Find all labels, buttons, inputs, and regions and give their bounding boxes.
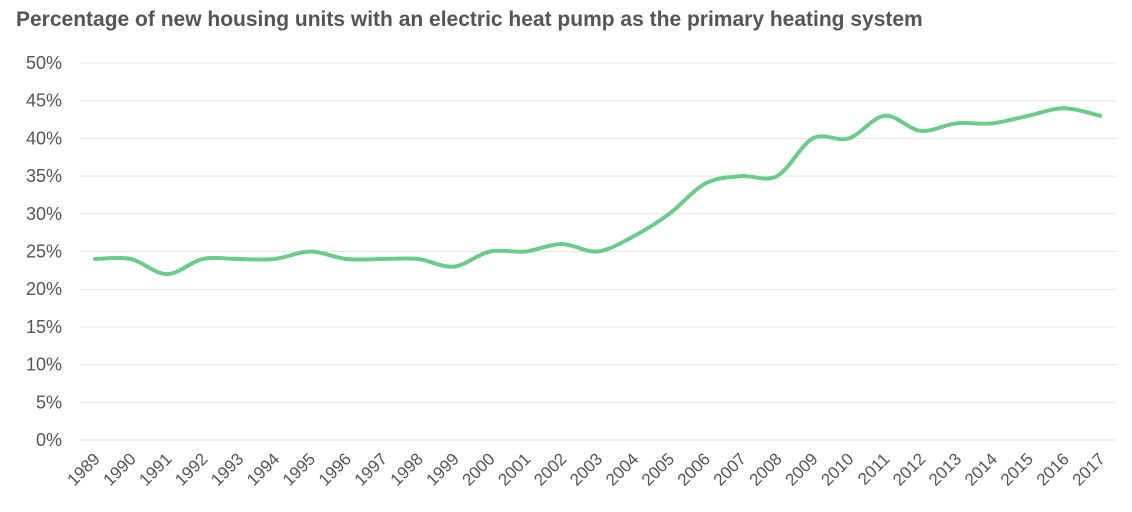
y-tick-label: 10% [26,355,62,375]
data-point [128,257,133,262]
data-point [739,174,744,179]
x-tick-label: 1996 [315,449,355,489]
x-tick-label: 1994 [243,449,283,489]
y-tick-label: 5% [36,392,62,412]
y-tick-label: 20% [26,279,62,299]
data-point [200,257,205,262]
data-point [1026,113,1031,118]
data-point [1062,106,1067,111]
y-tick-label: 45% [26,91,62,111]
data-point [918,128,923,133]
y-tick-label: 50% [26,53,62,73]
series-layer [93,106,1102,277]
data-point [703,181,708,186]
data-point [774,174,779,179]
x-tick-label: 1989 [64,449,104,489]
x-tick-label: 2013 [925,449,965,489]
data-point [380,257,385,262]
data-point [487,249,492,254]
x-tick-label: 1999 [423,449,463,489]
gridlines [80,62,1116,441]
y-tick-label: 0% [36,430,62,450]
data-point [559,241,564,246]
data-point [451,264,456,269]
x-tick-label: 1990 [100,449,140,489]
x-tick-label: 1992 [171,449,211,489]
x-tick-label: 1993 [207,449,247,489]
x-tick-label: 1998 [387,449,427,489]
x-tick-label: 2000 [458,449,498,489]
x-tick-label: 2017 [1069,449,1109,489]
data-point [344,257,349,262]
y-tick-label: 40% [26,128,62,148]
x-tick-label: 2006 [674,449,714,489]
x-tick-label: 2005 [638,449,678,489]
x-tick-label: 2012 [889,449,929,489]
data-point [595,249,600,254]
data-point [236,257,241,262]
data-point [667,211,672,216]
x-tick-label: 2009 [782,449,822,489]
x-tick-label: 2014 [961,449,1001,489]
y-tick-label: 30% [26,204,62,224]
data-point [846,136,851,141]
x-tick-label: 2011 [854,449,893,488]
x-tick-label: 2004 [602,449,642,489]
x-tick-label: 2016 [1033,449,1073,489]
y-tick-label: 35% [26,166,62,186]
x-axis-ticks: 1989199019911992199319941995199619971998… [64,449,1109,489]
x-tick-label: 1995 [279,449,319,489]
x-tick-label: 2015 [997,449,1037,489]
data-point [882,113,887,118]
x-tick-label: 2002 [530,449,570,489]
x-tick-label: 2001 [494,449,534,489]
data-point [990,121,995,126]
data-point [523,249,528,254]
data-point [416,257,421,262]
x-tick-label: 2008 [746,449,786,489]
data-point [810,136,815,141]
chart-title: Percentage of new housing units with an … [16,8,923,31]
data-point [272,257,277,262]
x-tick-label: 2010 [817,449,857,489]
data-point [308,249,313,254]
data-point [164,272,169,277]
x-tick-label: 1991 [135,449,175,489]
x-tick-label: 1997 [351,449,391,489]
data-point [93,257,97,262]
data-point [631,234,636,239]
x-tick-label: 2007 [710,449,750,489]
data-point [1098,113,1102,118]
y-tick-label: 15% [26,317,62,337]
data-point [954,121,959,126]
series-line [93,106,1102,277]
y-axis-ticks: 0% 5% 10% 15% 20% 25% 30% 35% 40% 45% 50% [26,53,62,450]
x-tick-label: 2003 [566,449,606,489]
y-tick-label: 25% [26,242,62,262]
